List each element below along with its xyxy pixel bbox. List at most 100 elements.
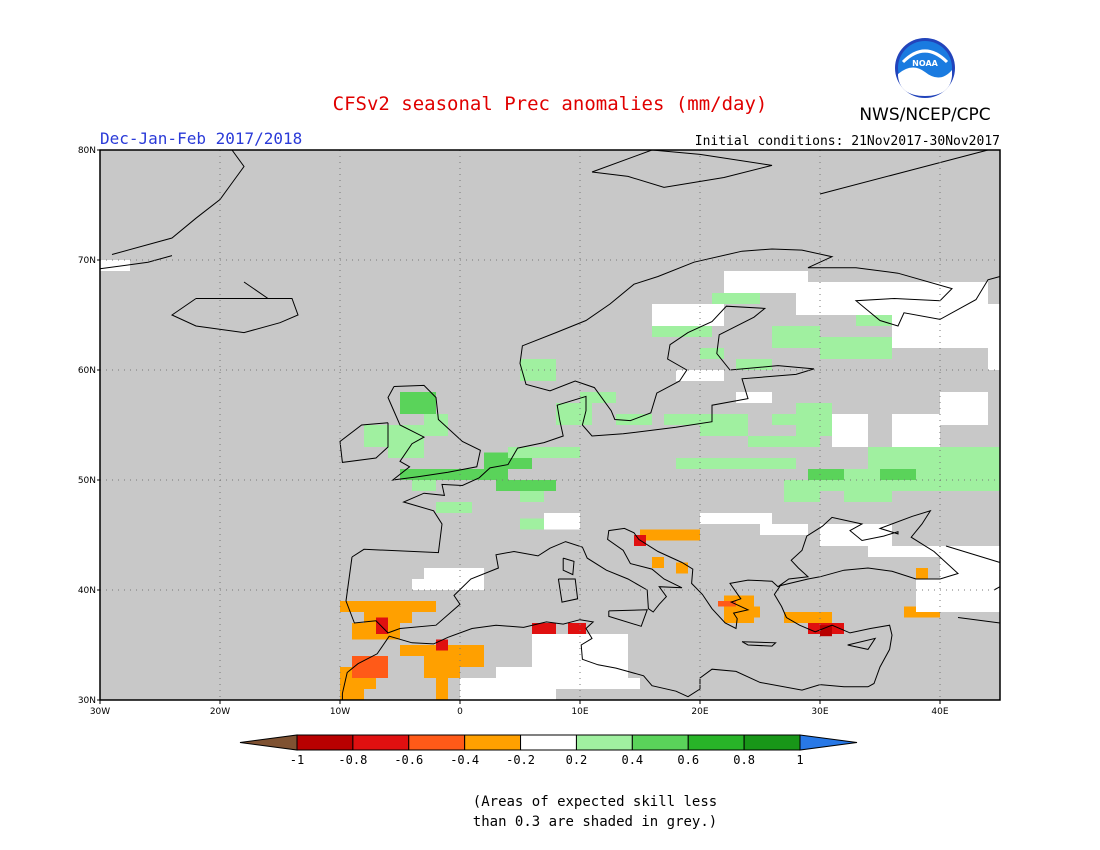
anomaly-cell [544, 447, 580, 458]
lon-label: 20W [210, 707, 230, 717]
season-label: Dec-Jan-Feb 2017/2018 [100, 129, 302, 148]
anomaly-cell [964, 326, 1000, 337]
coastline [608, 609, 648, 627]
lon-label: 30E [811, 707, 828, 717]
colorbar-swatch [296, 734, 354, 751]
anomaly-cell [844, 491, 892, 502]
anomaly-cells [100, 260, 1000, 700]
anomaly-cell [340, 601, 436, 612]
skill-note-line1: (Areas of expected skill less [473, 794, 717, 810]
coastline [170, 298, 299, 334]
colorbar-tick-label: 0.2 [566, 753, 588, 767]
lon-label: 10E [571, 707, 588, 717]
anomaly-cell [760, 524, 808, 535]
anomaly-cell [340, 689, 364, 700]
colorbar-right-arrow [799, 734, 858, 751]
anomaly-cell [436, 678, 448, 700]
anomaly-cell [784, 480, 820, 502]
anomaly-cell [652, 326, 712, 337]
coastline [819, 149, 989, 195]
anomaly-cell [916, 579, 1000, 612]
colorbar-swatch [743, 734, 801, 751]
lat-label: 50N [78, 476, 96, 486]
colorbar-tick-label: 0.6 [677, 753, 699, 767]
anomaly-cell [508, 447, 544, 458]
anomaly-cell [700, 348, 724, 359]
colorbar-tick-label: 0.8 [733, 753, 755, 767]
colorbar-swatch [631, 734, 689, 751]
longitude-labels: 30W 20W 10W 0 10E 20E 30E 40E [90, 700, 949, 717]
lat-label: 70N [78, 256, 96, 266]
anomaly-cell [808, 469, 844, 480]
anomaly-cell [736, 359, 772, 370]
lat-label: 80N [78, 146, 96, 156]
colorbar: -1 -0.8 -0.6 -0.4 -0.2 0.2 0.4 0.6 0.8 1 [239, 734, 858, 767]
lon-label: 20E [691, 707, 708, 717]
lon-label: 10W [330, 707, 350, 717]
anomaly-cell [832, 414, 868, 447]
anomaly-cell [724, 458, 796, 469]
anomaly-cell [916, 568, 928, 579]
anomaly-cell [700, 513, 772, 524]
coastline [945, 545, 1001, 563]
anomaly-cell [820, 337, 892, 359]
anomaly-cell [724, 271, 808, 293]
anomaly-cell [568, 623, 586, 634]
colorbar-tick-label: -0.8 [338, 753, 367, 767]
anomaly-cell [400, 392, 436, 414]
colorbar-tick-label: -0.2 [506, 753, 535, 767]
anomaly-cell [520, 518, 544, 530]
anomaly-cell [436, 502, 472, 513]
anomaly-cell [364, 425, 400, 447]
anomaly-cell [988, 337, 1000, 370]
anomaly-cell [544, 513, 580, 530]
anomaly-cell [412, 480, 436, 491]
anomaly-cell [868, 447, 1000, 469]
anomaly-cell [796, 282, 892, 315]
coastline [351, 248, 1001, 558]
coastline [339, 422, 389, 463]
anomaly-cell [640, 529, 700, 541]
colorbar-tick-label: -0.4 [450, 753, 479, 767]
anomaly-cell [940, 392, 988, 425]
lat-label: 40N [78, 586, 96, 596]
colorbar-swatch [520, 734, 577, 751]
colorbar-swatch [575, 734, 633, 751]
coastline [993, 586, 1001, 591]
anomaly-cell [892, 414, 940, 447]
skill-note-line2: than 0.3 are shaded in grey.) [473, 814, 717, 830]
anomaly-cell [556, 403, 592, 425]
anomaly-cell [532, 623, 556, 634]
coastline [847, 637, 877, 650]
colorbar-tick-label: 1 [796, 753, 803, 767]
anomaly-cell [820, 625, 832, 637]
anomaly-cell [400, 645, 436, 656]
coastline [557, 578, 579, 603]
map-border [99, 149, 1001, 701]
coastline [741, 641, 777, 647]
coastline [957, 617, 1001, 624]
anomaly-cell [712, 293, 760, 304]
map-area [99, 149, 1001, 701]
lat-label: 60N [78, 366, 96, 376]
anomaly-cell [772, 326, 820, 348]
colorbar-tick-label: 0.4 [621, 753, 643, 767]
anomaly-cell [100, 260, 130, 271]
anomaly-cell [676, 370, 724, 381]
anomaly-cell [868, 546, 940, 557]
chart-title: CFSv2 seasonal Prec anomalies (mm/day) [333, 93, 768, 115]
lat-label: 30N [78, 696, 96, 706]
lon-label: 0 [457, 707, 463, 717]
anomaly-cell [940, 546, 1000, 579]
anomaly-cell [718, 601, 736, 607]
anomaly-cell [748, 436, 820, 447]
anomaly-cell [676, 458, 724, 469]
anomaly-cell [676, 562, 688, 574]
anomaly-cell [652, 304, 724, 326]
anomaly-cell [496, 480, 556, 491]
anomaly-cell [352, 656, 388, 678]
colorbar-tick-label: -0.6 [394, 753, 423, 767]
anomaly-cell [496, 667, 556, 700]
anomaly-cell [772, 414, 820, 425]
anomaly-cell [700, 414, 748, 436]
